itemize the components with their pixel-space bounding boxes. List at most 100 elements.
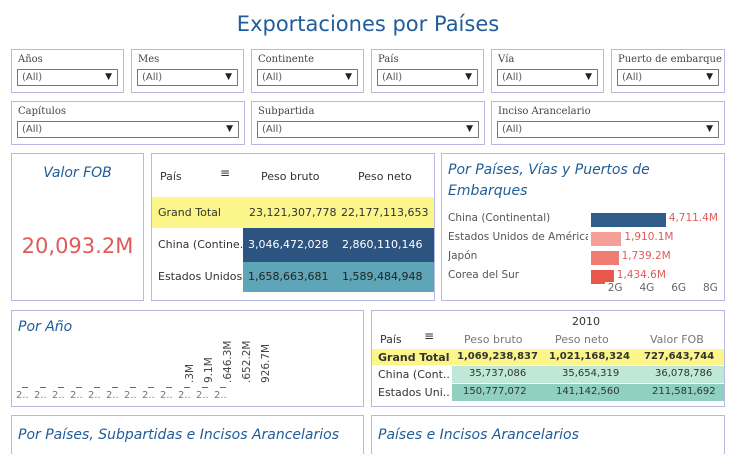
year-chart-panel: Por Año .3M 9.1M .646.3M .652.2M 926.7M 2.. 2… bbox=[11, 310, 364, 407]
filter-subpartida[interactable]: Subpartida (All) ▼ bbox=[251, 101, 485, 145]
table-row-grand-total[interactable]: Grand Total 23,121,307,778 22,177,113,65… bbox=[152, 197, 434, 228]
filter-pais[interactable]: País (All) ▼ bbox=[371, 49, 484, 93]
chevron-down-icon: ▼ bbox=[706, 124, 713, 134]
filter-select[interactable]: (All) ▼ bbox=[497, 69, 598, 86]
countries-chart-panel: Por Países, Vías y Puertos de Embarques … bbox=[441, 153, 725, 301]
x-tick-label: 4G bbox=[636, 282, 658, 294]
year-bar[interactable] bbox=[220, 387, 226, 388]
table-row[interactable]: Estados Uni.. 150,777,072 141,142,560 21… bbox=[372, 384, 724, 401]
year-bar[interactable] bbox=[130, 387, 136, 388]
cell-pais: China (Cont.. bbox=[378, 368, 450, 381]
sort-icon[interactable]: ≡ bbox=[424, 329, 435, 343]
bar-value-label: .646.3M bbox=[222, 340, 234, 383]
column-header-peso-neto[interactable]: Peso neto bbox=[555, 333, 609, 346]
cell-peso-neto: 1,589,484,948 bbox=[339, 262, 434, 292]
bar-value-label: .3M bbox=[184, 363, 196, 383]
x-tick-label: 2.. bbox=[16, 390, 29, 401]
category-label: Corea del Sur bbox=[448, 269, 520, 281]
filter-select[interactable]: (All) ▼ bbox=[17, 121, 239, 138]
table-row[interactable]: Estados Unidos.. 1,658,663,681 1,589,484… bbox=[152, 262, 434, 292]
sort-icon[interactable]: ≡ bbox=[220, 166, 231, 180]
row-highlight: 150,777,072 141,142,560 211,581,692 bbox=[452, 384, 724, 401]
bar-value-label: .652.2M bbox=[241, 340, 253, 383]
table-row[interactable]: China (Cont.. 35,737,086 35,654,319 36,0… bbox=[372, 366, 724, 383]
bar[interactable] bbox=[591, 232, 622, 246]
chevron-down-icon: ▼ bbox=[466, 124, 473, 134]
kpi-panel: Valor FOB 20,093.2M bbox=[11, 153, 144, 301]
chevron-down-icon: ▼ bbox=[105, 72, 112, 82]
bar[interactable] bbox=[591, 251, 619, 265]
x-tick-label: 6G bbox=[668, 282, 690, 294]
year-bar[interactable] bbox=[166, 387, 172, 388]
filter-via[interactable]: Vía (All) ▼ bbox=[491, 49, 604, 93]
filter-anos[interactable]: Años (All) ▼ bbox=[11, 49, 124, 93]
chevron-down-icon: ▼ bbox=[225, 72, 232, 82]
column-header-pais[interactable]: País bbox=[160, 170, 182, 183]
chevron-down-icon: ▼ bbox=[465, 72, 472, 82]
chevron-down-icon: ▼ bbox=[345, 72, 352, 82]
column-header-peso-neto[interactable]: Peso neto bbox=[358, 170, 412, 183]
cell-valor-fob: 727,643,744 bbox=[644, 351, 715, 362]
year-bar-labels: .3M 9.1M .646.3M .652.2M 926.7M bbox=[12, 311, 363, 406]
x-tick-label: 2.. bbox=[34, 390, 47, 401]
filter-select[interactable]: (All) ▼ bbox=[137, 69, 238, 86]
panel-title: Por Países, Subpartidas e Incisos Arance… bbox=[18, 427, 340, 443]
x-tick-label: 2.. bbox=[214, 390, 227, 401]
filter-select[interactable]: (All) ▼ bbox=[257, 69, 358, 86]
category-label: Japón bbox=[448, 250, 478, 262]
column-header-valor-fob[interactable]: Valor FOB bbox=[650, 333, 704, 346]
chevron-down-icon: ▼ bbox=[706, 72, 713, 82]
chart-title: Por Países, Vías y Puertos de bbox=[448, 162, 650, 178]
cell-pais: Estados Uni.. bbox=[378, 386, 450, 399]
filter-label: Capítulos bbox=[18, 106, 67, 117]
filter-label: Mes bbox=[138, 54, 160, 65]
year-bar[interactable] bbox=[58, 387, 64, 388]
year-header: 2010 bbox=[572, 315, 600, 328]
cell-pais: China (Contine.. bbox=[158, 238, 247, 251]
panel-title: Países e Incisos Arancelarios bbox=[378, 427, 579, 443]
cell-valor-fob: 211,581,692 bbox=[652, 386, 716, 397]
x-tick-label: 2.. bbox=[142, 390, 155, 401]
year-bar[interactable] bbox=[112, 387, 118, 388]
cell-peso-neto: 1,021,168,324 bbox=[549, 351, 630, 362]
subpartidas-panel: Por Países, Subpartidas e Incisos Arance… bbox=[11, 415, 364, 454]
x-tick-label: 2.. bbox=[160, 390, 173, 401]
filter-select[interactable]: (All) ▼ bbox=[377, 69, 478, 86]
bar-chart: China (Continental) 4,711.4M Estados Unido… bbox=[442, 210, 724, 300]
cell-peso-bruto: 1,658,663,681 bbox=[243, 262, 339, 292]
filter-select[interactable]: (All) ▼ bbox=[257, 121, 479, 138]
filter-inciso[interactable]: Inciso Arancelario (All) ▼ bbox=[491, 101, 725, 145]
category-label: Estados Unidos de América bbox=[448, 231, 588, 243]
year-bar[interactable] bbox=[184, 387, 190, 388]
filter-label: Años bbox=[18, 54, 43, 65]
bar-value-label: 926.7M bbox=[260, 343, 272, 383]
filter-puerto[interactable]: Puerto de embarque (All) ▼ bbox=[611, 49, 725, 93]
filter-capitulos[interactable]: Capítulos (All) ▼ bbox=[11, 101, 245, 145]
bar[interactable] bbox=[591, 213, 666, 227]
x-tick-label: 2.. bbox=[70, 390, 83, 401]
cell-peso-bruto: 150,777,072 bbox=[463, 386, 527, 397]
year-bar[interactable] bbox=[40, 387, 46, 388]
filter-label: Inciso Arancelario bbox=[498, 106, 591, 117]
year-bar[interactable] bbox=[94, 387, 100, 388]
cell-peso-neto: 35,654,319 bbox=[562, 368, 620, 379]
cell-pais: Grand Total bbox=[158, 206, 221, 219]
filter-mes[interactable]: Mes (All) ▼ bbox=[131, 49, 244, 93]
chart-title: Por Año bbox=[18, 319, 73, 335]
column-header-pais[interactable]: País bbox=[380, 333, 402, 346]
bar[interactable] bbox=[591, 270, 614, 284]
x-tick-label: 2.. bbox=[196, 390, 209, 401]
column-header-peso-bruto[interactable]: Peso bruto bbox=[261, 170, 320, 183]
year-bar[interactable] bbox=[76, 387, 82, 388]
filter-select[interactable]: (All) ▼ bbox=[17, 69, 118, 86]
filter-select[interactable]: (All) ▼ bbox=[497, 121, 719, 138]
column-header-peso-bruto[interactable]: Peso bruto bbox=[464, 333, 523, 346]
year-bar[interactable] bbox=[22, 387, 28, 388]
filter-continente[interactable]: Continente (All) ▼ bbox=[251, 49, 364, 93]
year-bar[interactable] bbox=[148, 387, 154, 388]
table-row[interactable]: China (Contine.. 3,046,472,028 2,860,110… bbox=[152, 228, 434, 262]
filter-select[interactable]: (All) ▼ bbox=[617, 69, 719, 86]
x-tick-label: 2.. bbox=[178, 390, 191, 401]
table-row-grand-total[interactable]: Grand Total 1,069,238,837 1,021,168,324 … bbox=[372, 349, 724, 365]
year-bar[interactable] bbox=[202, 387, 208, 388]
